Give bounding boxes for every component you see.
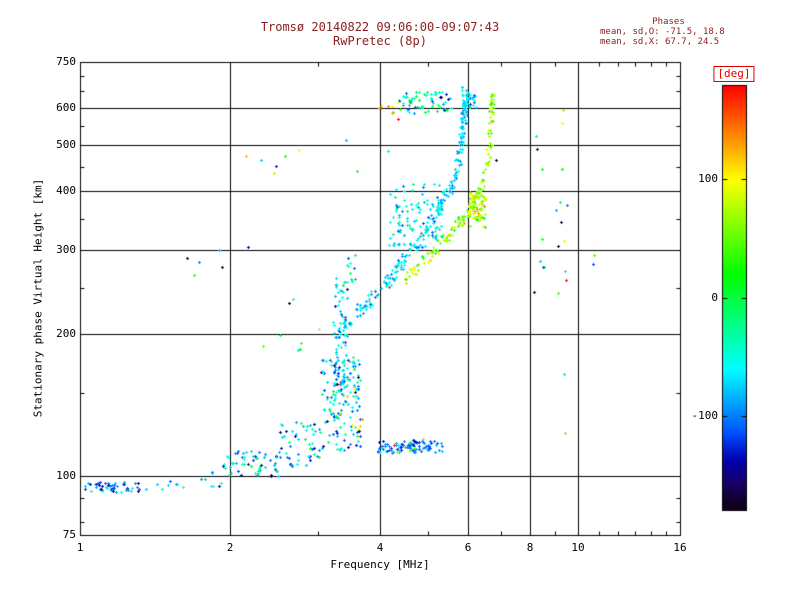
x-tick-label: 1 — [76, 541, 84, 554]
x-tick-label: 4 — [376, 541, 384, 554]
y-tick-label: 300 — [56, 243, 76, 256]
x-tick-label: 8 — [526, 541, 534, 554]
phase-stats-header: Phases — [652, 17, 685, 27]
x-tick-label: 16 — [673, 541, 687, 554]
y-tick-label: 400 — [56, 184, 76, 197]
x-tick-label: 2 — [226, 541, 234, 554]
page-subtitle: RwPretec (8p) — [333, 34, 427, 48]
y-axis-label: Stationary phase Virtual Height [km] — [31, 178, 45, 418]
colorbar-unit-label: [deg] — [713, 66, 755, 82]
x-tick-label: 6 — [464, 541, 472, 554]
y-tick-label: 500 — [56, 138, 76, 151]
colorbar-tick-label: -100 — [691, 409, 719, 422]
x-axis-label: Frequency [MHz] — [330, 558, 430, 571]
colorbar-tick-label: 0 — [711, 291, 718, 304]
page-title: Tromsø 20140822 09:06:00-09:07:43 — [260, 20, 500, 34]
x-tick-label: 10 — [571, 541, 585, 554]
y-tick-label: 75 — [62, 528, 76, 541]
y-tick-label: 600 — [56, 101, 76, 114]
phase-stats-o-mode: mean, sd,O: -71.5, 18.8 — [600, 27, 725, 37]
phase-stats-x-mode: mean, sd,X: 67.7, 24.5 — [600, 37, 720, 47]
y-tick-label: 200 — [56, 327, 76, 340]
y-tick-label: 100 — [56, 469, 76, 482]
y-tick-label: 750 — [56, 55, 76, 68]
colorbar-tick-label: 100 — [698, 172, 718, 185]
phase-stats-block: Phases mean, sd,O: -71.5, 18.8 mean, sd,… — [596, 17, 741, 47]
